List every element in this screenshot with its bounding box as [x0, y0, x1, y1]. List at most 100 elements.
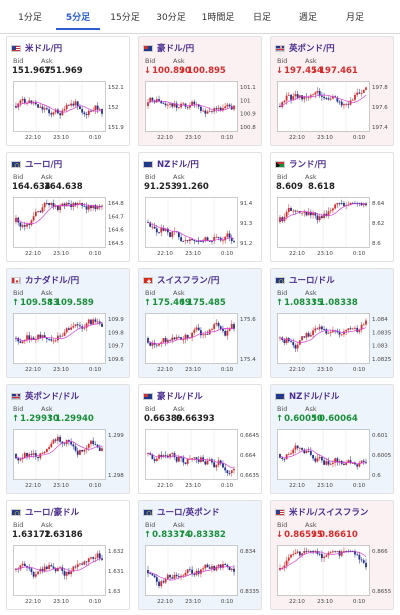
bid-value: ↑109.583: [12, 298, 59, 308]
x-tick-label: 22:10: [25, 135, 41, 141]
price-chart[interactable]: 0.834 0.8335 22:10 23:10 0:10: [145, 545, 259, 607]
tab-1[interactable]: 5分足: [56, 6, 100, 30]
candle-body: [230, 470, 233, 473]
candle-body: [61, 203, 64, 207]
candle-body: [169, 232, 171, 237]
rate-card[interactable]: NZドル/ドル Bid Ask ↑0.60050 ↑0.60064 0.601 0.6005…: [270, 384, 394, 494]
x-tick-label: 23:10: [53, 599, 69, 605]
tab-3[interactable]: 30分足: [156, 13, 186, 23]
candle-body: [74, 446, 77, 451]
candle-body: [224, 106, 227, 109]
pair-name[interactable]: 英ポンド/ドル: [11, 389, 79, 403]
candle-body: [182, 241, 185, 242]
price-chart[interactable]: 8.64 8.62 8.6 22:10 23:10 0:10: [277, 197, 391, 259]
y-tick-label: 1.0835: [372, 330, 391, 336]
tab-4[interactable]: 1時間足: [201, 13, 235, 23]
candle-body: [329, 463, 332, 465]
price-chart[interactable]: 197.8 197.6 197.4 22:10 23:10 0:10: [277, 81, 391, 143]
rate-card[interactable]: NZドル/円 Bid Ask 91.253 91.260 91.4 91.3 91.2 22:1…: [138, 152, 262, 262]
price-chart[interactable]: 0.601 0.6005 0.6 22:10 23:10 0:10: [277, 429, 391, 491]
rate-card[interactable]: ユーロ/豪ドル Bid Ask 1.63172 1.63186 1.632 1.631 1.6…: [6, 500, 130, 610]
candle-body: [233, 568, 235, 572]
x-tick-label: 0:10: [221, 367, 234, 373]
tab-6[interactable]: 週足: [298, 13, 317, 23]
pair-name[interactable]: NZドル/円: [143, 157, 199, 171]
pair-name[interactable]: NZドル/ドル: [275, 389, 339, 403]
gb-flag-icon: [11, 392, 21, 400]
rate-card[interactable]: ランド/円 Bid Ask 8.609 8.618 8.64 8.62 8.6 22:10 23:…: [270, 152, 394, 262]
tab-0[interactable]: 1分足: [18, 13, 42, 23]
candle-body: [365, 87, 367, 90]
price-chart[interactable]: 152.1 152 151.9 22:10 23:10 0:10: [13, 81, 127, 143]
chart-plot-area: [277, 429, 370, 480]
candle-body: [323, 329, 326, 330]
price-chart[interactable]: 0.6645 0.664 0.6635 22:10 23:10 0:10: [145, 429, 259, 491]
price-chart[interactable]: 1.299 1.298 22:10 23:10 0:10: [13, 429, 127, 491]
pair-name[interactable]: 米ドル/スイスフラン: [275, 505, 368, 519]
candle-body: [365, 562, 367, 568]
x-tick-label: 22:10: [289, 367, 305, 373]
price-chart[interactable]: 164.8 164.7 164.6 164.5 22:10 23:10 0:10: [13, 197, 127, 259]
price-chart[interactable]: 1.632 1.631 1.63 22:10 23:10 0:10: [13, 545, 127, 607]
rate-card[interactable]: 英ポンド/円 Bid Ask ↓197.454 ↓197.461 197.8 197.6 19…: [270, 36, 394, 146]
rate-card[interactable]: 英ポンド/ドル Bid Ask ↑1.29930 ↑1.29940 1.299 1.298 2…: [6, 384, 130, 494]
ask-value: 164.638: [44, 182, 83, 192]
pair-name[interactable]: 英ポンド/円: [275, 41, 335, 55]
candle-body: [171, 103, 174, 107]
rate-card[interactable]: ユーロ/ドル Bid Ask ↑1.08335 ↑1.08338 1.084 1.0835 1…: [270, 268, 394, 378]
candle-body: [362, 460, 365, 462]
pair-name[interactable]: 豪ドル/円: [143, 41, 194, 55]
pair-name[interactable]: ユーロ/円: [11, 157, 62, 171]
pair-name[interactable]: カナダドル/円: [11, 273, 79, 287]
candle-body: [153, 575, 156, 578]
candle-body: [323, 556, 326, 559]
ask-label: Ask: [41, 289, 53, 297]
candle-body: [184, 334, 187, 340]
pair-name[interactable]: 米ドル/円: [11, 41, 62, 55]
price-chart[interactable]: 101.1 101 100.9 100.8 22:10 23:10 0:10: [145, 81, 259, 143]
candle-body: [347, 460, 350, 463]
candle-body: [285, 211, 288, 217]
rate-card[interactable]: ユーロ/円 Bid Ask 164.634 164.638 164.8 164.7 164.6…: [6, 152, 130, 262]
candle-body: [63, 332, 66, 336]
rate-card[interactable]: 米ドル/円 Bid Ask 151.967 151.969 152.1 152 151.9 22…: [6, 36, 130, 146]
price-chart[interactable]: 0.866 0.8655 22:10 23:10 0:10: [277, 545, 391, 607]
candle-body: [149, 342, 152, 346]
pair-name[interactable]: ユーロ/豪ドル: [11, 505, 79, 519]
pair-name[interactable]: ランド/円: [275, 157, 326, 171]
candle-body: [316, 551, 319, 554]
tab-5[interactable]: 日足: [252, 13, 271, 23]
ask-number: 175.485: [187, 298, 226, 308]
pair-name[interactable]: ユーロ/ドル: [275, 273, 335, 287]
tab-7[interactable]: 月足: [345, 13, 364, 23]
bid-label: Bid: [13, 57, 24, 65]
tab-2[interactable]: 15分足: [110, 13, 140, 23]
candle-body: [320, 553, 323, 559]
rate-card[interactable]: スイスフラン/円 Bid Ask ↑175.469 ↑175.485 175.6 175.4…: [138, 268, 262, 378]
candle-body: [153, 342, 156, 345]
price-chart[interactable]: 1.084 1.0835 1.083 1.0825 22:10 23:10 0:10: [277, 313, 391, 375]
candle-body: [332, 208, 334, 211]
rate-card[interactable]: 豪ドル/円 Bid Ask ↓100.890 ↓100.895 101.1 101 100.9…: [138, 36, 262, 146]
rate-card[interactable]: 米ドル/スイスフラン Bid Ask ↓0.86595 ↓0.86610 0.866 0.8…: [270, 500, 394, 610]
rate-card[interactable]: 豪ドル/ドル Bid Ask 0.66389 0.66393 0.6645 0.664 0.6…: [138, 384, 262, 494]
rate-card[interactable]: ユーロ/英ポンド Bid Ask ↑0.83374 ↑0.83382 0.834 0.833…: [138, 500, 262, 610]
bid-number: 109.583: [20, 298, 59, 308]
rate-card[interactable]: カナダドル/円 Bid Ask ↑109.583 ↑109.589 109.9 109.8 1…: [6, 268, 130, 378]
price-chart[interactable]: 175.6 175.4 22:10 23:10 0:10: [145, 313, 259, 375]
candle-body: [98, 108, 101, 110]
pair-name[interactable]: スイスフラン/円: [143, 273, 219, 287]
candle-body: [349, 328, 352, 330]
candle-body: [151, 342, 154, 346]
candle-body: [343, 551, 345, 552]
pair-name[interactable]: ユーロ/英ポンド: [143, 505, 220, 519]
candle-body: [23, 563, 26, 567]
pair-label: 英ポンド/円: [289, 44, 335, 54]
candle-body: [340, 334, 343, 336]
pair-name[interactable]: 豪ドル/ドル: [143, 389, 203, 403]
candle-body: [90, 110, 92, 112]
candle-body: [279, 454, 281, 458]
price-chart[interactable]: 109.9 109.8 109.7 109.6 22:10 23:10 0:10: [13, 313, 127, 375]
candle-body: [30, 337, 33, 340]
price-chart[interactable]: 91.4 91.3 91.2 22:10 23:10 0:10: [145, 197, 259, 259]
